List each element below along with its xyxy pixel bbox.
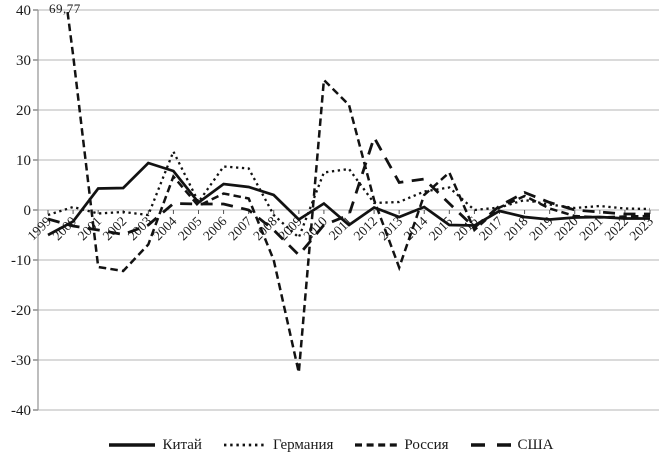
x-axis-label-2017: 2017: [476, 213, 506, 243]
x-axis-label-2010: 2010: [300, 213, 330, 243]
clipped-value-annotation: 69,77: [49, 1, 81, 16]
y-axis-label-30: 30: [16, 53, 31, 69]
legend-line-sample-dashed: [355, 443, 398, 447]
legend-item-germany: Германия: [223, 437, 333, 454]
chart-legend: Китай Германия Россия США: [0, 433, 662, 457]
legend-item-china: Китай: [108, 436, 202, 454]
y-axis-label-10: 10: [16, 153, 31, 169]
x-axis-label-2002: 2002: [100, 214, 130, 244]
y-axis-label--30: -30: [11, 353, 31, 369]
x-axis-label-2012: 2012: [351, 214, 381, 244]
y-axis-label--40: -40: [11, 403, 31, 419]
x-axis-label-2007: 2007: [225, 213, 255, 243]
y-axis-label-0: 0: [24, 203, 32, 219]
x-axis-label-2013: 2013: [376, 213, 406, 243]
series-line-0: [47, 161, 650, 237]
x-axis-label-2004: 2004: [150, 213, 180, 243]
x-axis-label-2014: 2014: [401, 213, 431, 243]
series-line-1: [47, 148, 651, 240]
legend-line-sample-solid: [109, 443, 156, 447]
series-line-2: [65, 9, 651, 373]
legend-label-germany: Германия: [272, 436, 334, 453]
x-axis-label-2006: 2006: [200, 213, 230, 243]
y-axis-label--20: -20: [11, 303, 31, 319]
series-line-3: [47, 134, 650, 258]
x-axis-label-2003: 2003: [125, 213, 155, 243]
x-axis-label-2005: 2005: [175, 213, 205, 243]
y-axis-label-20: 20: [16, 103, 31, 119]
legend-label-china: Китай: [162, 436, 202, 453]
y-axis-label--10: -10: [11, 253, 31, 269]
y-axis-label-40: 40: [16, 3, 31, 19]
legend-label-russia: Россия: [404, 436, 449, 453]
legend-label-usa: США: [517, 436, 554, 453]
legend-line-sample-longdash: [470, 443, 511, 447]
legend-item-russia: Россия: [354, 436, 449, 454]
legend-line-sample-dotted: [223, 443, 266, 447]
legend-item-usa: США: [470, 437, 554, 454]
